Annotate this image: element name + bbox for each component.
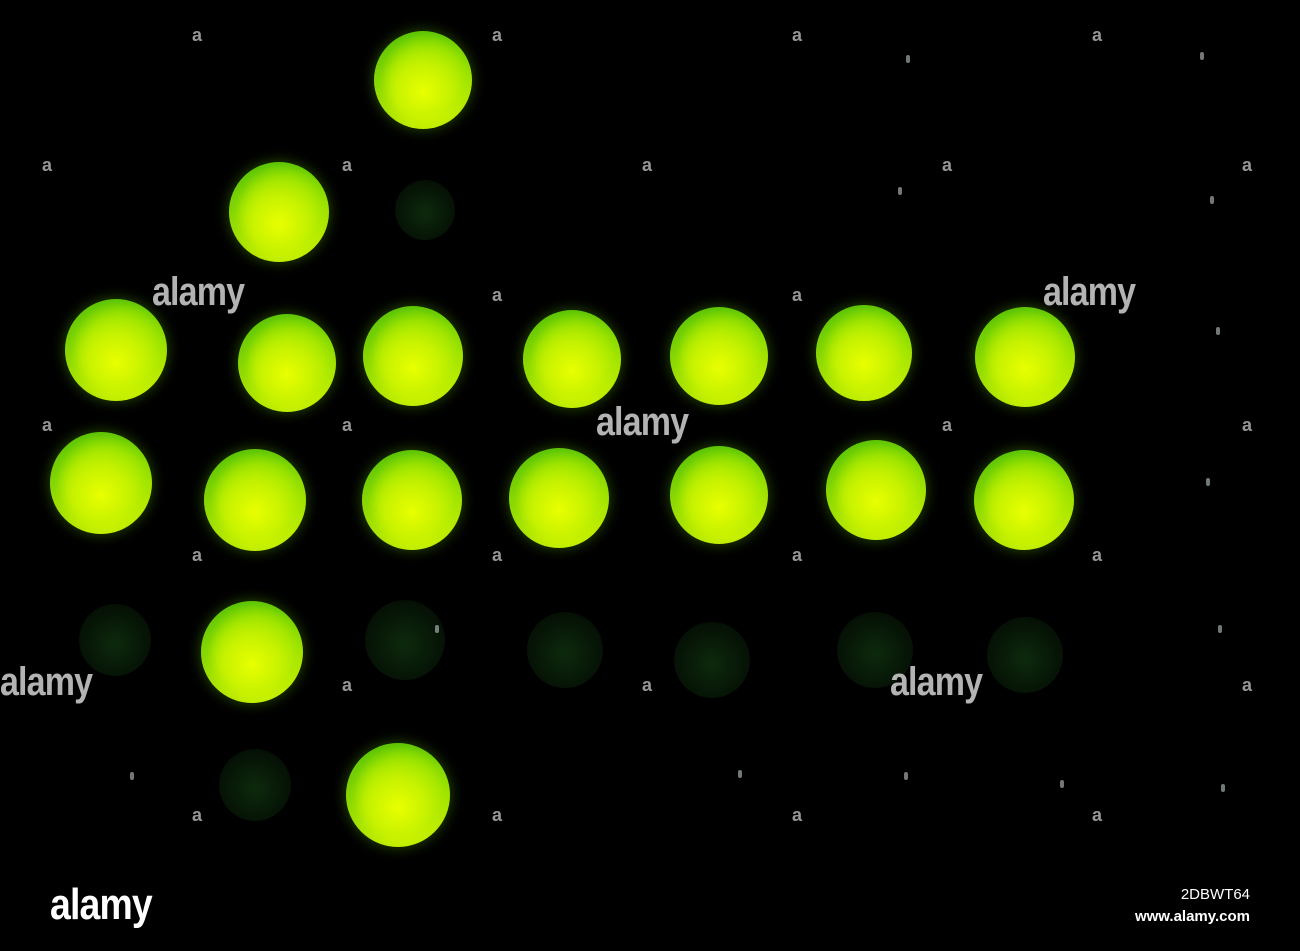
reflection-speck (904, 772, 908, 780)
lit-led (363, 306, 463, 406)
reflection-speck (738, 770, 742, 778)
reflection-speck (898, 187, 902, 195)
watermark-mark: a (942, 155, 953, 175)
lit-led (509, 448, 609, 548)
watermark-mark: a (492, 25, 503, 45)
watermark-text: alamy (596, 400, 689, 444)
lit-led (201, 601, 303, 703)
watermark-text: alamy (0, 660, 93, 704)
watermark-mark: a (492, 545, 503, 565)
watermark-mark: a (342, 415, 353, 435)
watermark-mark: a (642, 675, 653, 695)
reflection-speck (1218, 625, 1222, 633)
lit-led (346, 743, 450, 847)
watermark-text: alamy (890, 660, 983, 704)
unlit-led (79, 604, 151, 676)
site-url: www.alamy.com (1134, 908, 1250, 925)
lit-led (50, 432, 152, 534)
watermark-mark: a (1092, 805, 1103, 825)
watermark-mark: a (342, 675, 353, 695)
watermark-mark: a (342, 155, 353, 175)
watermark-mark: a (192, 545, 203, 565)
watermark-mark: a (642, 155, 653, 175)
watermark-mark: a (42, 415, 53, 435)
unlit-led (987, 617, 1063, 693)
lit-led (204, 449, 306, 551)
lit-led (362, 450, 462, 550)
reflection-speck (1060, 780, 1064, 788)
watermark-mark: a (792, 25, 803, 45)
image-id: 2DBWT64 (1180, 886, 1250, 903)
watermark-mark: a (1092, 545, 1103, 565)
lit-led (816, 305, 912, 401)
reflection-speck (1221, 784, 1225, 792)
watermark-mark: a (192, 805, 203, 825)
unlit-led (219, 749, 291, 821)
watermark-mark: a (792, 805, 803, 825)
unlit-led (674, 622, 750, 698)
watermark-mark: a (42, 155, 53, 175)
reflection-speck (1206, 478, 1210, 486)
watermark-mark: a (942, 415, 953, 435)
watermark-mark: a (492, 285, 503, 305)
watermark-mark: a (1092, 25, 1103, 45)
lit-led (670, 307, 768, 405)
alamy-logo: alamy (50, 880, 153, 929)
lit-led (65, 299, 167, 401)
unlit-led (527, 612, 603, 688)
reflection-speck (130, 772, 134, 780)
reflection-speck (1210, 196, 1214, 204)
watermark-mark: a (1242, 675, 1253, 695)
watermark-mark: a (792, 545, 803, 565)
watermark-mark: a (792, 285, 803, 305)
unlit-led (837, 612, 913, 688)
reflection-speck (906, 55, 910, 63)
unlit-led (395, 180, 455, 240)
lit-led (523, 310, 621, 408)
lit-led (974, 450, 1074, 550)
lit-led (670, 446, 768, 544)
lit-led (229, 162, 329, 262)
reflection-speck (435, 625, 439, 633)
watermark-mark: a (1242, 415, 1253, 435)
lit-led (975, 307, 1075, 407)
watermark-mark: a (492, 805, 503, 825)
lit-led (238, 314, 336, 412)
unlit-led (365, 600, 445, 680)
reflection-speck (1216, 327, 1220, 335)
watermark-mark: a (1242, 155, 1253, 175)
lit-led (374, 31, 472, 129)
watermark-mark: a (192, 25, 203, 45)
lit-led (826, 440, 926, 540)
reflection-speck (1200, 52, 1204, 60)
watermark-text: alamy (152, 270, 245, 314)
watermark-text: alamy (1043, 270, 1136, 314)
